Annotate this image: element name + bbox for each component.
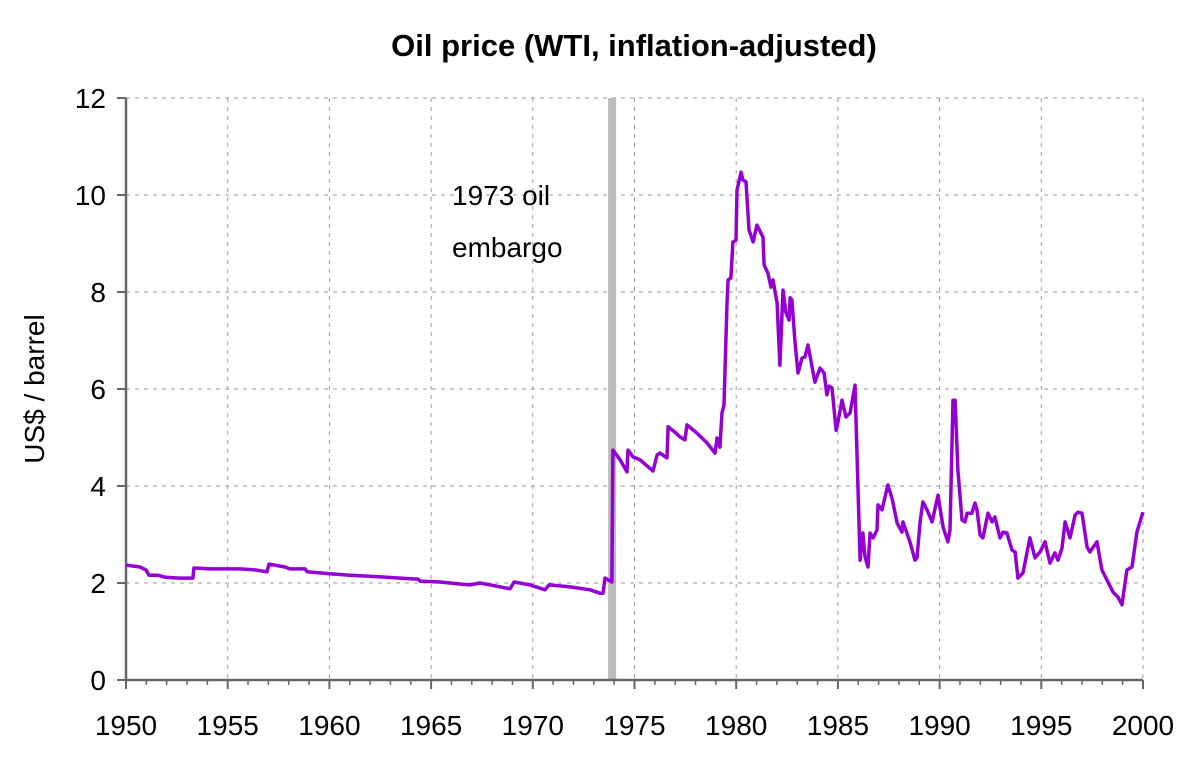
y-axis-label: US$ / barrel (19, 314, 50, 463)
chart-title: Oil price (WTI, inflation-adjusted) (391, 28, 877, 63)
y-tick-label: 10 (75, 180, 106, 211)
x-tick-label: 1970 (502, 710, 564, 741)
x-tick-label: 1985 (807, 710, 869, 741)
y-tick-label: 0 (90, 665, 106, 696)
x-axis-ticks: 1950 1955 1960 1965 1970 1975 1980 1985 1990 1995… (95, 680, 1174, 741)
y-tick-label: 8 (90, 277, 106, 308)
x-tick-label: 1975 (603, 710, 665, 741)
annotation-line-1: 1973 oil (452, 180, 550, 211)
x-tick-label: 2000 (1112, 710, 1174, 741)
y-tick-label: 6 (90, 374, 106, 405)
annotation-line-2: embargo (452, 232, 563, 263)
x-tick-label: 1980 (705, 710, 767, 741)
gridlines (126, 97, 1144, 680)
x-tick-label: 1950 (95, 710, 157, 741)
y-tick-label: 4 (90, 471, 106, 502)
x-tick-label: 1960 (298, 710, 360, 741)
y-tick-label: 2 (90, 568, 106, 599)
embargo-marker (608, 98, 617, 680)
x-tick-label: 1955 (197, 710, 259, 741)
y-axis-ticks: 0 2 4 6 8 10 12 (75, 83, 126, 696)
series-line (125, 170, 1145, 607)
y-tick-label: 12 (75, 83, 106, 114)
x-tick-label: 1995 (1010, 710, 1072, 741)
x-tick-label: 1965 (400, 710, 462, 741)
x-tick-label: 1990 (908, 710, 970, 741)
